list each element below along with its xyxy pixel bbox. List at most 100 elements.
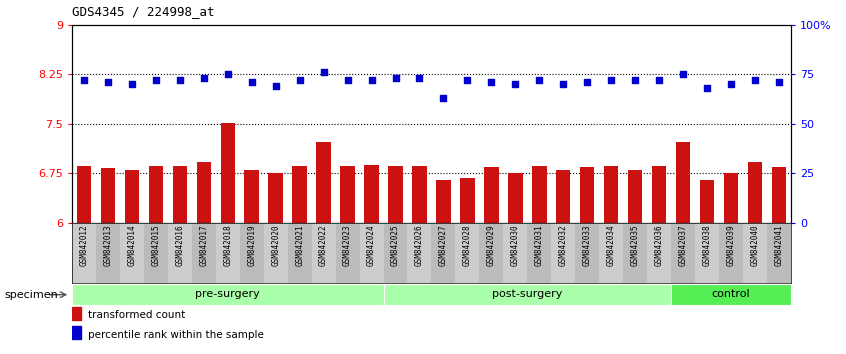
Text: GSM842015: GSM842015 [151,225,160,267]
Bar [748,162,762,223]
Bar [336,223,360,283]
Point [221,72,234,77]
Bar [508,173,523,223]
Text: GSM842026: GSM842026 [415,225,424,267]
Text: GDS4345 / 224998_at: GDS4345 / 224998_at [72,5,214,18]
Text: transformed count: transformed count [88,310,185,320]
Bar [527,223,552,283]
Bar [120,223,144,283]
Bar [552,223,575,283]
Point [293,78,306,83]
Text: GSM842024: GSM842024 [367,225,376,267]
Bar [216,223,239,283]
Bar [72,284,383,305]
Bar [340,166,354,223]
Text: post-surgery: post-surgery [492,289,563,299]
Point [485,79,498,85]
Bar [383,223,408,283]
Text: GSM842031: GSM842031 [535,225,544,267]
Point [533,78,547,83]
Point [700,85,714,91]
Bar [743,223,767,283]
Text: GSM842025: GSM842025 [391,225,400,267]
Bar [383,284,671,305]
Bar [192,223,216,283]
Text: GSM842039: GSM842039 [727,225,735,267]
Bar [652,166,667,223]
Text: GSM842040: GSM842040 [750,225,760,267]
Bar [676,142,690,223]
Text: GSM842035: GSM842035 [631,225,640,267]
Bar [412,166,426,223]
Bar [288,223,311,283]
Bar [149,166,163,223]
Bar [268,173,283,223]
Point [197,75,211,81]
Bar [532,166,547,223]
Text: GSM842041: GSM842041 [775,225,783,267]
Bar [437,180,451,223]
Bar [671,223,695,283]
Bar [196,162,211,223]
Text: GSM842020: GSM842020 [272,225,280,267]
Bar [580,167,595,223]
Point [388,75,403,81]
Bar [460,178,475,223]
Bar [360,223,383,283]
Text: GSM842027: GSM842027 [439,225,448,267]
Bar [604,166,618,223]
Point [772,79,786,85]
Point [101,79,114,85]
Text: GSM842018: GSM842018 [223,225,232,267]
Bar [239,223,264,283]
Bar [388,166,403,223]
Point [580,79,594,85]
Text: GSM842023: GSM842023 [343,225,352,267]
Point [245,79,259,85]
Bar [173,166,187,223]
Text: GSM842028: GSM842028 [463,225,472,267]
Bar [556,170,570,223]
Point [437,95,450,101]
Point [508,81,522,87]
Bar [96,223,120,283]
Bar [628,170,642,223]
Text: specimen: specimen [4,290,58,300]
Text: GSM842033: GSM842033 [583,225,591,267]
Point [413,75,426,81]
Text: GSM842014: GSM842014 [128,225,136,267]
Bar [695,223,719,283]
Bar [101,168,115,223]
Text: GSM842017: GSM842017 [200,225,208,267]
Point [724,81,738,87]
Bar [293,166,307,223]
Bar [365,165,379,223]
Text: GSM842016: GSM842016 [175,225,184,267]
Text: GSM842012: GSM842012 [80,225,88,267]
Point [652,78,666,83]
Bar [144,223,168,283]
Text: GSM842037: GSM842037 [678,225,688,267]
Bar [431,223,455,283]
Point [460,78,474,83]
Bar [480,223,503,283]
Bar [124,170,139,223]
Bar [700,180,714,223]
Point [604,78,618,83]
Bar [575,223,599,283]
Bar [311,223,336,283]
Point [77,78,91,83]
Point [149,78,162,83]
Bar [244,170,259,223]
Bar [72,223,96,283]
Text: GSM842038: GSM842038 [703,225,711,267]
Bar [484,167,498,223]
Bar [503,223,527,283]
Bar [168,223,192,283]
Bar [671,284,791,305]
Bar [455,223,480,283]
Text: GSM842022: GSM842022 [319,225,328,267]
Point [365,78,378,83]
Bar [316,142,331,223]
Text: GSM842029: GSM842029 [487,225,496,267]
